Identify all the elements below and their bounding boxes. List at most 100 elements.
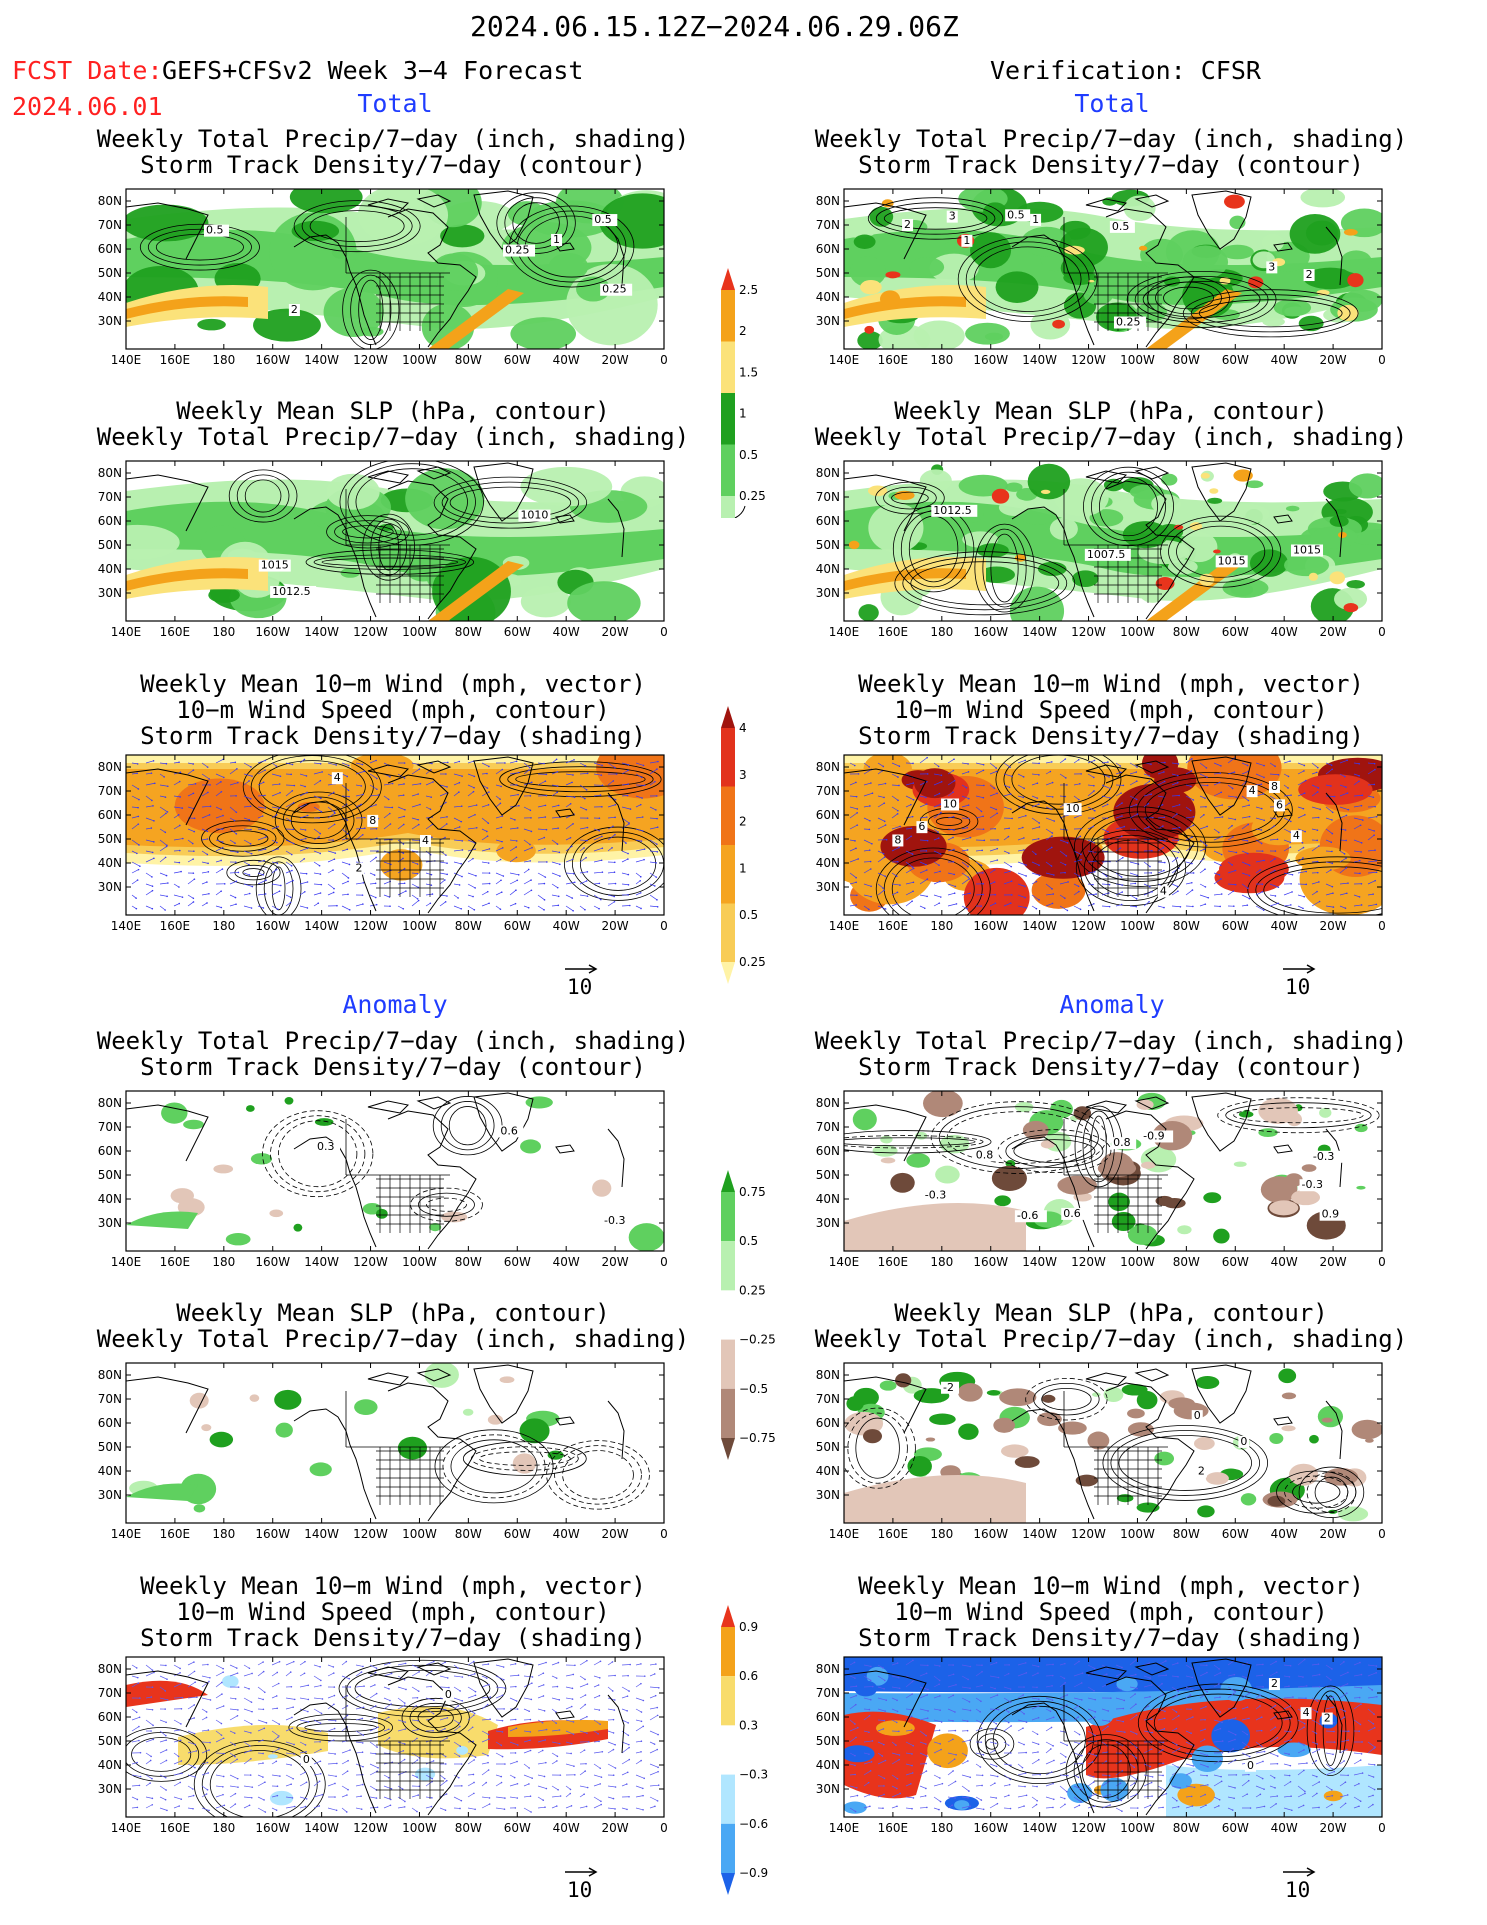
svg-text:0.5: 0.5 (1007, 208, 1024, 221)
lon-tick-label: 80W (455, 1527, 482, 1541)
lon-tick-label: 180 (212, 1821, 235, 1835)
svg-text:1: 1 (553, 233, 560, 246)
lon-tick-label: 0 (1378, 625, 1386, 639)
lat-tick-label: 40N (98, 562, 122, 576)
lon-tick-label: 120W (1071, 919, 1106, 933)
colorbar-label: 0.75 (739, 1185, 766, 1199)
lat-tick-label: 30N (98, 314, 122, 328)
lon-tick-label: 160W (255, 919, 290, 933)
lon-tick-label: 180 (212, 1527, 235, 1541)
svg-text:1010: 1010 (520, 509, 548, 522)
contour-label: 2 (1321, 1712, 1333, 1725)
contour-label: 4 (1246, 784, 1258, 798)
vector-scale-value: 10 (1285, 1878, 1311, 1902)
lon-tick-label: 140E (111, 1255, 142, 1269)
colorbar-label: 2 (739, 815, 747, 829)
lon-tick-label: 20W (1320, 1255, 1347, 1269)
title-vr-anom-precip: Weekly Total Precip/7−day (inch, shading… (814, 1027, 1408, 1081)
lon-tick-label: 120W (1071, 625, 1106, 639)
contour-label: 0.6 (498, 1124, 524, 1138)
colorbar-label: 1 (739, 861, 747, 875)
colorbar-swatch (721, 1873, 735, 1895)
svg-text:0.6: 0.6 (500, 1124, 518, 1137)
colorbar-swatch (721, 786, 735, 845)
section-total-right: Total (1074, 89, 1150, 118)
lat-tick-label: 50N (98, 1734, 122, 1748)
map-field: 2 0 -2 0 (844, 1363, 1382, 1523)
lat-tick-label: 70N (816, 1120, 840, 1134)
lat-tick-label: 40N (98, 1192, 122, 1206)
svg-text:4: 4 (1293, 829, 1300, 842)
lat-tick-label: 80N (816, 1368, 840, 1382)
title-fc-anom-wind: Weekly Mean 10−m Wind (mph, vector) 10−m … (140, 1572, 646, 1652)
lon-tick-label: 160W (255, 625, 290, 639)
contour-label: 4 (1300, 1706, 1312, 1720)
map-axes: 80N 70N 60N 50N 40N 30N 140E 160E 180 160W 140W 120… (816, 461, 1386, 639)
svg-text:-0.3: -0.3 (1313, 1150, 1334, 1163)
colorbar-swatch (721, 1438, 735, 1460)
section-total-left: Total (357, 89, 433, 118)
svg-text:6: 6 (1276, 798, 1283, 811)
svg-text:1015: 1015 (261, 559, 289, 572)
lat-tick-label: 50N (98, 832, 122, 846)
lat-tick-label: 40N (816, 1758, 840, 1772)
colorbar-swatch (721, 496, 735, 518)
lat-tick-label: 30N (98, 1782, 122, 1796)
verification-title: Verification: CFSR (990, 56, 1261, 85)
lon-tick-label: 120W (353, 625, 388, 639)
lon-tick-label: 40W (553, 1255, 580, 1269)
colorbar-swatch (721, 290, 735, 342)
lon-tick-label: 0 (660, 919, 668, 933)
lon-tick-label: 160W (255, 1527, 290, 1541)
map-axes: 80N 70N 60N 50N 40N 30N 140E 160E 180 160W 140W 120… (816, 1657, 1386, 1835)
contour-label: 8 (892, 833, 904, 847)
lon-tick-label: 80W (1173, 1821, 1200, 1835)
lat-tick-label: 50N (816, 266, 840, 280)
lon-tick-label: 60W (504, 1821, 531, 1835)
contour-label: 4 (1157, 884, 1169, 898)
colorbar-swatch (721, 1339, 735, 1389)
lat-tick-label: 60N (816, 1144, 840, 1158)
lon-tick-label: 140W (1022, 1255, 1057, 1269)
lon-tick-label: 60W (1222, 353, 1249, 367)
contour-label: 6 (916, 820, 928, 834)
svg-text:8: 8 (1271, 780, 1278, 793)
title-vr-anom-wind: Weekly Mean 10−m Wind (mph, vector) 10−m … (858, 1572, 1364, 1652)
lon-tick-label: 60W (504, 625, 531, 639)
lon-tick-label: 140E (829, 1255, 860, 1269)
lon-tick-label: 100W (1120, 1821, 1155, 1835)
contour-label: -0.3 (1310, 1150, 1343, 1163)
lon-tick-label: 120W (1071, 1527, 1106, 1541)
lon-tick-label: 100W (402, 353, 437, 367)
lat-tick-label: 40N (816, 562, 840, 576)
contour-label: -2 (941, 1381, 960, 1394)
colorbar-label: 1 (739, 407, 747, 421)
contour-label: 0 (300, 1753, 312, 1766)
lon-tick-label: 180 (930, 1821, 953, 1835)
lon-tick-label: 80W (1173, 1527, 1200, 1541)
lon-tick-label: 140W (304, 353, 339, 367)
contour-label: 0.25 (1113, 316, 1146, 329)
lat-tick-label: 40N (98, 1758, 122, 1772)
contour-label: 2 (1268, 1677, 1280, 1691)
lat-tick-label: 60N (98, 1416, 122, 1430)
lon-tick-label: 20W (1320, 353, 1347, 367)
svg-text:8: 8 (369, 814, 376, 827)
contour-label: 0.25 (503, 244, 536, 257)
lat-tick-label: 50N (816, 1168, 840, 1182)
lat-tick-label: 80N (816, 760, 840, 774)
lon-tick-label: 160E (160, 919, 191, 933)
colorbar-label: −0.9 (739, 1866, 768, 1880)
colorbar-swatch (721, 1605, 735, 1627)
map-field: -0.9 0.6 -0.6 -0.3 -0.3 0.9 -0.3 0.8 0.8 (844, 1091, 1382, 1251)
map-axes: 80N 70N 60N 50N 40N 30N 140E 160E 180 160W 140W 120… (816, 1363, 1386, 1541)
svg-text:0: 0 (1240, 1435, 1247, 1448)
contour-label: 0 (1244, 1759, 1256, 1772)
fcst-date-value: 2024.06.01 (12, 92, 163, 121)
lon-tick-label: 0 (1378, 919, 1386, 933)
lat-tick-label: 60N (98, 514, 122, 528)
lon-tick-label: 160W (973, 353, 1008, 367)
